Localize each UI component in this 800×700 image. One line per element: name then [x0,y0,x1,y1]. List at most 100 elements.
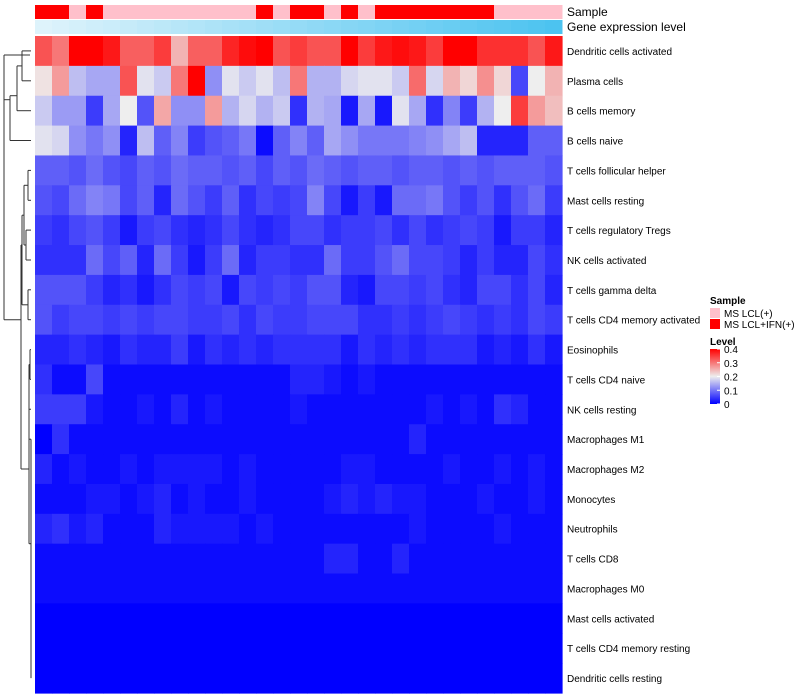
heatmap-cell [120,663,138,694]
heatmap-cell [205,573,223,605]
row-label: T cells CD4 memory resting [567,644,690,655]
row-label: Mast cells activated [567,614,654,625]
sample-annotation-cell [443,5,461,19]
heatmap-cell [222,424,240,455]
heatmap-cell [477,65,495,97]
heatmap-cell [324,304,342,336]
row-label: Neutrophils [567,525,618,536]
heatmap-cell [358,513,376,545]
heatmap-cell [239,274,257,306]
heatmap-cell [120,65,138,97]
heatmap-cell [460,155,478,186]
heatmap-cell [256,454,274,485]
heatmap-cell [392,125,410,157]
heatmap-cell [239,304,257,336]
heatmap-cell [358,394,376,425]
heatmap-cell [239,394,257,425]
expression-annotation-cell [392,20,410,34]
heatmap-cell [171,573,189,605]
heatmap-cell [205,155,223,186]
heatmap-cell [273,155,291,186]
heatmap-cell [341,543,359,575]
heatmap-cell [256,573,274,605]
heatmap-cell [375,663,393,694]
heatmap-cell [35,573,53,605]
heatmap-cell [409,364,427,395]
heatmap-cell [290,155,308,186]
heatmap-cell [256,543,274,575]
heatmap-cell [35,155,53,186]
heatmap-cell [86,663,104,694]
heatmap-cell [154,274,172,306]
heatmap-cell [358,454,376,485]
heatmap-cell [120,304,138,336]
sample-annotation-cell [460,5,478,19]
heatmap-cell [545,513,563,545]
sample-annotation-cell [120,5,138,19]
heatmap-cell [52,573,70,605]
row-label: T cells CD4 memory activated [567,316,700,327]
heatmap-cell [375,155,393,186]
heatmap-cell [494,36,512,67]
heatmap-cell [35,36,53,67]
heatmap-cell [171,65,189,97]
heatmap-cell [120,215,138,246]
heatmap-cell [52,543,70,575]
sample-annotation-cell [511,5,529,19]
heatmap-cell [273,424,291,455]
heatmap-cell [324,454,342,485]
heatmap-cell [409,245,427,276]
heatmap-cell [273,483,291,515]
heatmap-cell [222,573,240,605]
heatmap-cell [256,364,274,395]
heatmap-cell [86,65,104,97]
heatmap-cell [426,663,444,694]
heatmap-cell [528,155,546,186]
heatmap-cell [528,334,546,366]
heatmap-cell [375,573,393,605]
heatmap-cell [426,483,444,515]
heatmap-cell [511,245,529,276]
heatmap-cell [86,603,104,634]
expression-annotation-cell [239,20,257,34]
heatmap-cell [103,633,121,664]
heatmap-cell [426,245,444,276]
heatmap-cell [460,245,478,276]
heatmap-cell [239,245,257,276]
heatmap-cell [545,603,563,634]
heatmap-cell [273,543,291,575]
heatmap-cell [154,483,172,515]
heatmap-cell [528,274,546,306]
heatmap-cell [290,513,308,545]
expression-annotation-cell [273,20,291,34]
legend-tick-label: 0.3 [724,359,738,370]
heatmap-cell [409,513,427,545]
heatmap-cell [392,215,410,246]
heatmap-cell [290,334,308,366]
heatmap-cell [239,36,257,67]
heatmap-cell [290,304,308,336]
heatmap-cell [528,65,546,97]
heatmap-cell [69,543,87,575]
heatmap-cell [324,513,342,545]
heatmap-cell [154,245,172,276]
heatmap-cell [290,245,308,276]
heatmap-cell [511,95,529,127]
heatmap-cell [477,394,495,425]
heatmap-cell [324,543,342,575]
heatmap-cell [154,394,172,425]
heatmap-cell [69,334,87,366]
expression-annotation-cell [290,20,308,34]
heatmap-cell [477,185,495,216]
heatmap-cell [494,603,512,634]
sample-annotation-cell [494,5,512,19]
heatmap-cell [188,394,206,425]
heatmap-cell [86,394,104,425]
heatmap-cell [103,663,121,694]
heatmap-cell [409,573,427,605]
heatmap-cell [69,36,87,67]
heatmap-cell [239,454,257,485]
heatmap-cell [154,513,172,545]
row-labels: Dendritic cells activated Plasma cells B c… [567,47,700,685]
heatmap-cell [137,95,155,127]
